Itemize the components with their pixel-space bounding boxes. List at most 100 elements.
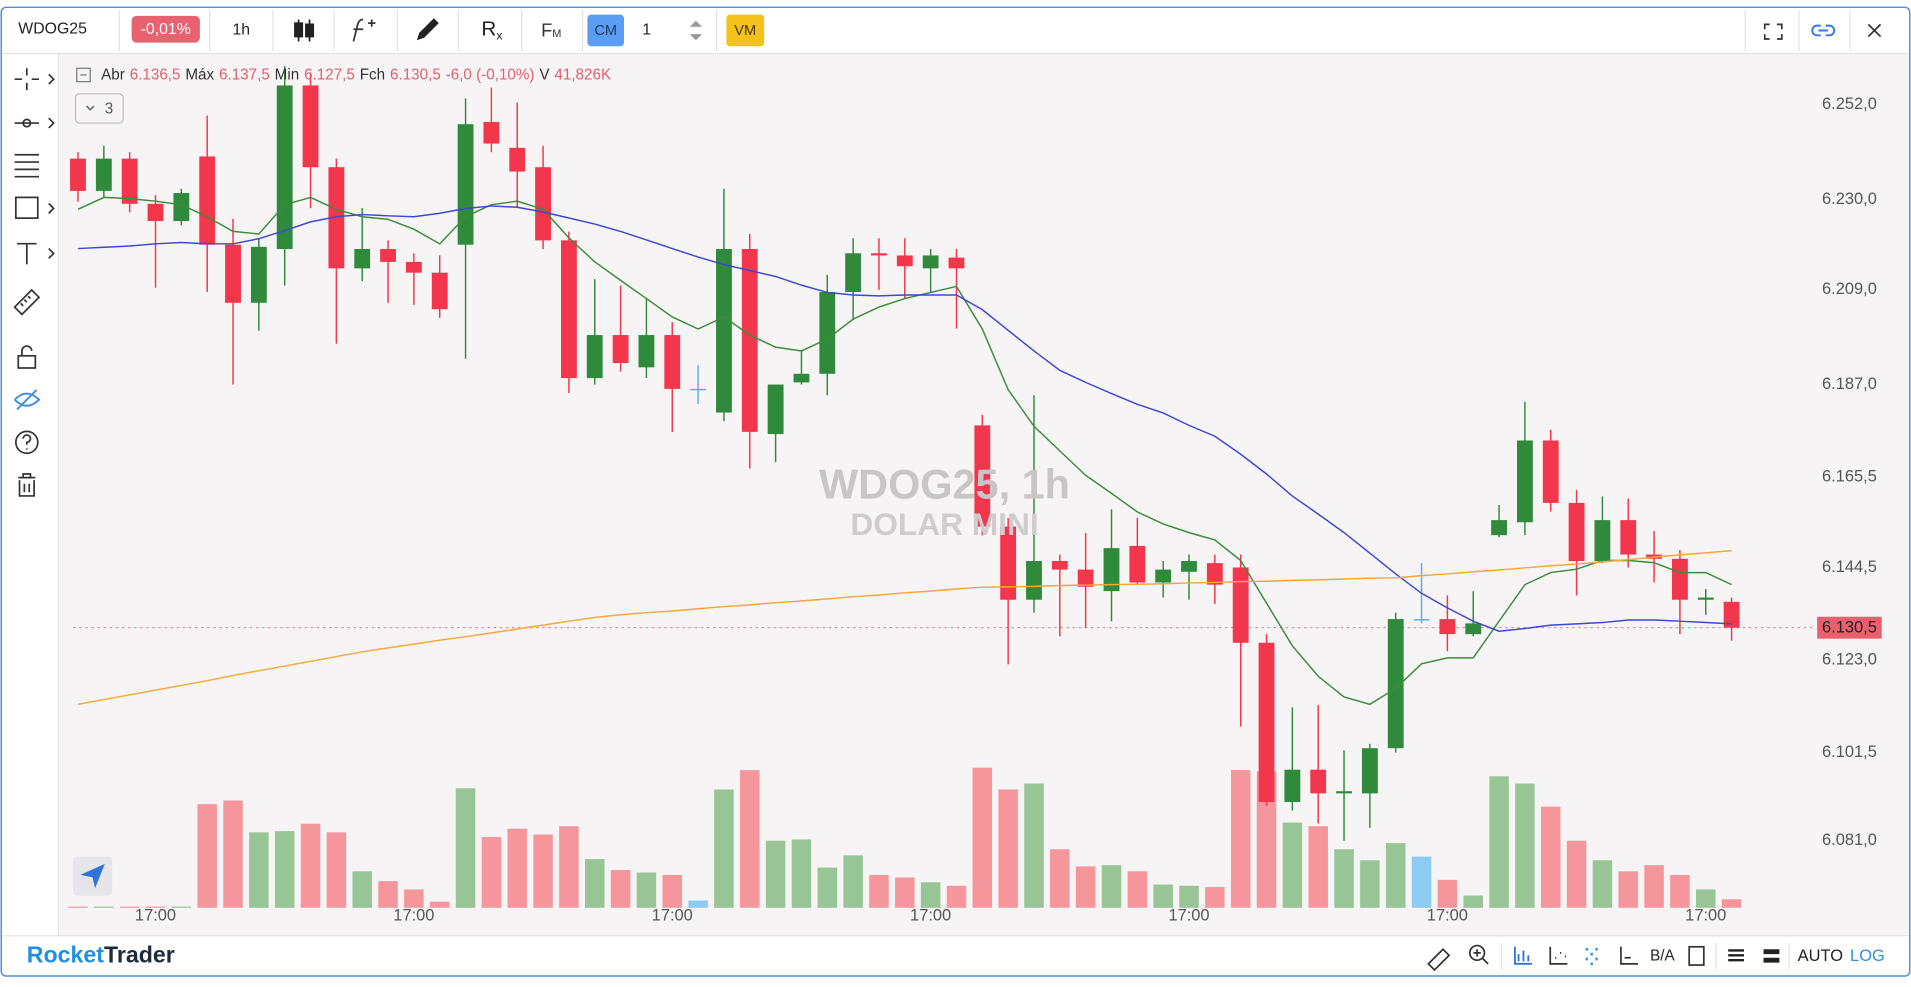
volume-bar xyxy=(636,872,657,908)
candle-body xyxy=(1129,545,1146,583)
dots-button[interactable] xyxy=(1585,947,1598,966)
ruler-tool[interactable] xyxy=(13,288,41,316)
volume-bar xyxy=(1696,889,1716,908)
volume-bar xyxy=(740,770,760,908)
candle-body xyxy=(1284,769,1301,802)
candle-body xyxy=(922,255,939,269)
hide-tool[interactable] xyxy=(13,389,41,411)
y-tick-label: 6.187,0 xyxy=(1822,375,1877,393)
candle-body xyxy=(1594,520,1611,561)
y-tick-label: 6.101,5 xyxy=(1822,743,1877,761)
log-button[interactable]: LOG xyxy=(1850,947,1885,965)
candle-body xyxy=(586,335,603,379)
auto-button[interactable]: AUTO xyxy=(1798,947,1843,965)
spinner[interactable] xyxy=(689,20,702,41)
volume-bar xyxy=(688,900,708,908)
fib-tool[interactable] xyxy=(14,153,39,178)
candle-body xyxy=(819,292,836,374)
m-label: M xyxy=(552,28,561,40)
top-toolbar: WDOG25 -0,01% 1h Rx FM CM 1 VM xyxy=(18,9,1882,52)
crosshair-tool[interactable] xyxy=(14,68,39,91)
lock-tool[interactable] xyxy=(17,345,37,369)
draw-button[interactable] xyxy=(416,18,439,41)
last-price-label: 6.130,5 xyxy=(1822,619,1877,637)
volume-bar xyxy=(300,823,321,908)
candle-body xyxy=(741,248,758,432)
volume-bar xyxy=(559,826,579,908)
zoom-button[interactable] xyxy=(1468,944,1489,965)
help-tool[interactable] xyxy=(14,430,39,455)
layout-button[interactable] xyxy=(1763,949,1780,963)
volume-bar xyxy=(171,906,192,908)
vm-badge[interactable] xyxy=(726,14,765,47)
bid-ask-button[interactable]: B/A xyxy=(1650,948,1675,965)
shape-tool[interactable] xyxy=(14,196,39,219)
candle-body xyxy=(1387,619,1404,749)
volume-bar xyxy=(145,906,166,908)
volume-bar xyxy=(1334,849,1354,908)
candle-body xyxy=(1439,619,1456,635)
candle-body xyxy=(1206,563,1223,585)
volume-bar xyxy=(1670,874,1690,908)
volume-bar xyxy=(610,870,631,908)
candle-body xyxy=(767,384,784,435)
quantity[interactable]: 1 xyxy=(642,22,651,39)
legend-label: Min xyxy=(275,67,300,84)
moving-average xyxy=(77,205,1732,632)
ruler-button[interactable] xyxy=(1427,948,1451,972)
volume-bar xyxy=(946,885,967,908)
line-tool[interactable] xyxy=(14,118,39,128)
close-button[interactable] xyxy=(1867,23,1882,38)
candle-body xyxy=(1155,569,1172,583)
candle-body xyxy=(1181,560,1197,572)
volume-bar xyxy=(998,789,1018,908)
volume-bar xyxy=(920,882,941,908)
candle-body xyxy=(1620,520,1637,555)
left-toolbar xyxy=(13,68,55,497)
indicators-count: 3 xyxy=(105,101,113,118)
collapse-box[interactable] xyxy=(76,67,91,83)
watermark-title: WDOG25, 1h xyxy=(819,460,1070,507)
candle-body xyxy=(690,388,707,391)
axis-button[interactable] xyxy=(1620,946,1638,965)
candle-body xyxy=(871,253,887,256)
candle-body xyxy=(1516,440,1533,523)
timeframe[interactable]: 1h xyxy=(233,22,251,39)
candle-body xyxy=(405,261,422,273)
volume-bar xyxy=(869,874,889,908)
volume-bar xyxy=(1566,840,1587,908)
x-tick-label: 17:00 xyxy=(1168,907,1209,925)
link-button[interactable] xyxy=(1811,24,1836,37)
delete-tool[interactable] xyxy=(18,473,36,497)
candle-body xyxy=(845,253,862,293)
indicators-toggle[interactable] xyxy=(74,93,124,124)
volume-bar xyxy=(1308,826,1328,908)
symbol[interactable]: WDOG25 xyxy=(18,20,87,37)
book-button[interactable] xyxy=(1688,945,1705,966)
x-tick-label: 17:00 xyxy=(135,907,176,925)
volume-bar xyxy=(1515,783,1535,908)
legend-value: 41,826K xyxy=(554,67,611,84)
list-button[interactable] xyxy=(1728,949,1745,962)
cm-badge[interactable] xyxy=(587,14,624,47)
candle-body xyxy=(1413,619,1430,621)
brand-b: Trader xyxy=(104,942,175,968)
fullscreen-button[interactable] xyxy=(1763,23,1783,40)
fm-button[interactable]: FM xyxy=(541,20,561,41)
indicators-button[interactable] xyxy=(352,18,376,42)
text-tool[interactable] xyxy=(17,242,37,265)
candle-body xyxy=(974,425,991,527)
change-text: -0,01% xyxy=(141,21,191,38)
scatter-button[interactable] xyxy=(1549,946,1568,965)
bars-button[interactable] xyxy=(1513,946,1532,965)
volume-bar xyxy=(1489,776,1509,908)
r-label: R xyxy=(481,18,496,41)
volume-bar xyxy=(843,855,863,908)
chart-type-button[interactable] xyxy=(294,19,315,42)
x-tick-label: 17:00 xyxy=(1685,907,1726,925)
y-tick-label: 6.252,0 xyxy=(1822,95,1877,113)
templates-button[interactable]: Rx xyxy=(481,18,502,43)
candle-body xyxy=(1310,769,1327,794)
x-label: x xyxy=(496,29,502,43)
candle-body xyxy=(793,373,810,383)
